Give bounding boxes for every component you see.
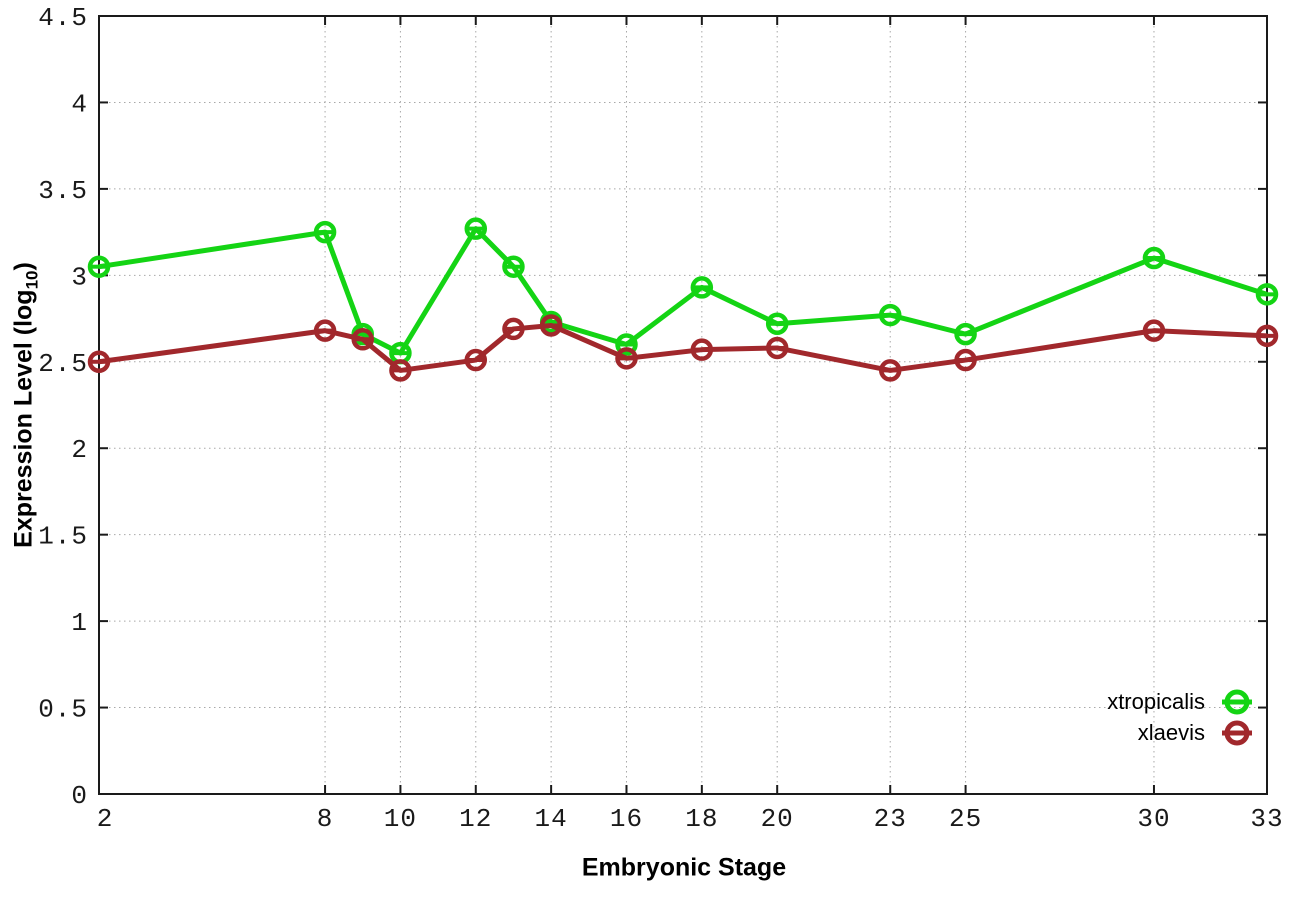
y-axis-title-subscript: 10 [22, 270, 42, 290]
y-tick-label: 0.5 [38, 695, 88, 725]
data-point-marker-xlaevis [464, 348, 488, 372]
legend-label-xlaevis: xlaevis [1137, 719, 1205, 745]
data-point-marker-xlaevis [351, 328, 374, 351]
data-point-marker-xtropicalis [87, 255, 111, 278]
x-tick-label: 25 [949, 804, 982, 834]
y-axis-title-suffix: ) [9, 262, 38, 271]
x-axis-title: Embryonic Stage [582, 854, 786, 883]
legend-row-xtropicalis: xtropicalis [1107, 686, 1259, 717]
x-axis-title-text: Embryonic Stage [581, 853, 787, 882]
y-tick-label: 3.5 [38, 176, 88, 206]
y-tick-label: 1.5 [38, 522, 88, 552]
x-tick-label: 16 [610, 804, 643, 834]
data-point-marker-xlaevis [313, 319, 337, 342]
x-tick-label: 14 [535, 804, 568, 834]
x-tick-label: 2 [97, 804, 114, 834]
y-tick-label: 2 [71, 435, 88, 465]
data-point-marker-xlaevis [615, 347, 638, 370]
x-tick-label: 18 [685, 804, 718, 834]
data-point-marker-xtropicalis [954, 322, 977, 346]
data-point-marker-xlaevis [954, 348, 977, 372]
legend-marker-xtropicalis-icon [1222, 689, 1252, 714]
x-tick-label: 23 [874, 804, 907, 834]
data-point-marker-xtropicalis [615, 333, 638, 356]
data-point-marker-xlaevis [878, 359, 902, 382]
data-point-marker-xlaevis [1142, 319, 1166, 342]
data-point-marker-xlaevis [502, 317, 525, 341]
data-point-marker-xlaevis [539, 314, 563, 337]
y-axis-title-prefix: Expression Level (log [9, 289, 38, 548]
data-point-marker-xtropicalis [464, 217, 488, 240]
legend-label-xtropicalis: xtropicalis [1107, 688, 1205, 714]
data-point-marker-xtropicalis [502, 255, 525, 278]
y-tick-label: 4.5 [38, 3, 88, 33]
legend: xtropicalis xlaevis [1107, 686, 1259, 748]
x-tick-label: 30 [1137, 804, 1170, 834]
y-axis-title: Expression Level (log10) [10, 262, 43, 548]
x-tick-label: 20 [761, 804, 794, 834]
y-tick-label: 2.5 [38, 349, 88, 379]
x-tick-label: 33 [1250, 804, 1283, 834]
data-point-marker-xtropicalis [690, 276, 714, 299]
y-tick-label: 1 [71, 608, 88, 638]
data-point-marker-xlaevis [690, 338, 714, 361]
y-tick-label: 4 [71, 89, 88, 119]
data-point-marker-xlaevis [1255, 324, 1279, 348]
x-tick-label: 10 [384, 804, 417, 834]
data-point-marker-xtropicalis [878, 303, 902, 327]
data-point-marker-xtropicalis [1255, 283, 1279, 306]
data-point-marker-xlaevis [389, 359, 412, 382]
data-point-marker-xtropicalis [765, 312, 789, 335]
legend-row-xlaevis: xlaevis [1107, 717, 1259, 748]
series-line-xlaevis [98, 322, 1268, 373]
plot-border [98, 15, 1268, 795]
data-point-marker-xtropicalis [1142, 246, 1166, 270]
x-tick-label: 8 [317, 804, 334, 834]
x-tick-label: 12 [459, 804, 492, 834]
y-tick-label: 3 [71, 262, 88, 292]
series-line-xtropicalis [98, 226, 1268, 356]
legend-marker-xlaevis-icon [1222, 720, 1252, 745]
y-tick-label: 0 [71, 781, 88, 811]
data-point-marker-xlaevis [765, 336, 789, 360]
data-point-marker-xtropicalis [313, 220, 337, 244]
data-point-marker-xlaevis [87, 350, 111, 374]
